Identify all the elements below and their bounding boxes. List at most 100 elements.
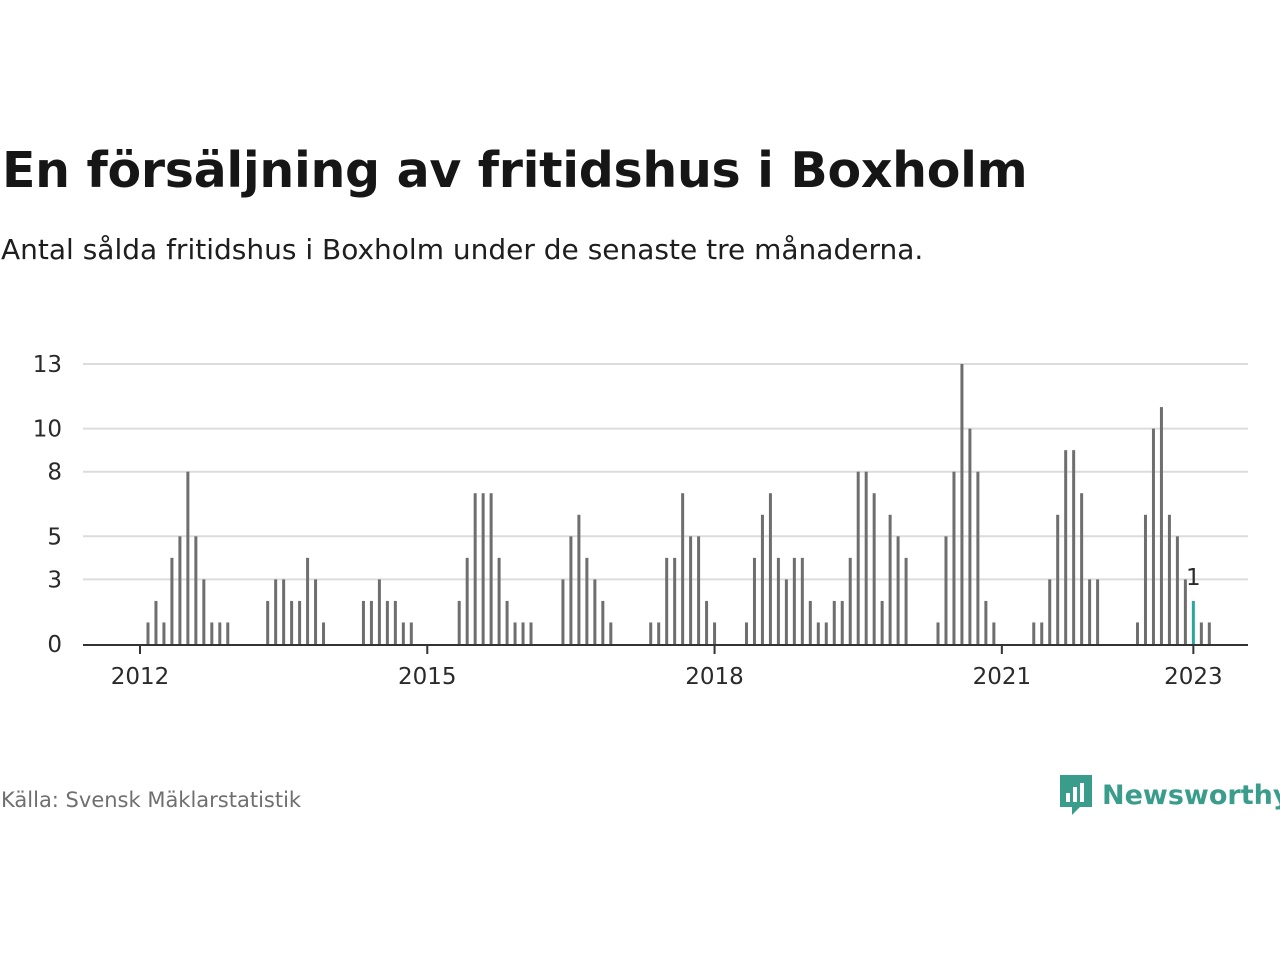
bar-chart: 0 3 5 8 10 13 1 2012 2015 2018 2021 2023: [33, 352, 1248, 690]
bar: [904, 557, 908, 644]
bar: [505, 600, 509, 644]
bar: [1096, 579, 1100, 644]
bar: [800, 557, 804, 644]
bar: [952, 471, 956, 644]
bar: [992, 622, 996, 644]
bar: [202, 579, 206, 644]
y-tick-label: 5: [47, 524, 62, 550]
bar: [146, 622, 150, 644]
bar: [1183, 579, 1187, 644]
gridlines: [83, 363, 1248, 581]
bar: [824, 622, 828, 644]
y-tick-label: 3: [47, 567, 62, 593]
y-tick-label: 10: [33, 417, 62, 443]
bar: [1175, 536, 1179, 644]
bar-chart-speech-bubble-icon: [1060, 775, 1092, 815]
bar: [1040, 622, 1044, 644]
bar: [569, 536, 573, 644]
bar: [282, 579, 286, 644]
bar: [856, 471, 860, 644]
bar: [593, 579, 597, 644]
bar: [872, 493, 876, 644]
bar: [170, 557, 174, 644]
bar: [792, 557, 796, 644]
bar: [162, 622, 166, 644]
chart-subtitle: Antal sålda fritidshus i Boxholm under d…: [1, 233, 924, 266]
bars: [146, 364, 1211, 644]
bar: [760, 514, 764, 644]
bar: [960, 364, 964, 644]
bar: [1199, 622, 1203, 644]
bar: [768, 493, 772, 644]
bar: [274, 579, 278, 644]
bar: [832, 600, 836, 644]
x-tick-label: 2018: [685, 664, 744, 690]
highlight-value-label: 1: [1186, 565, 1201, 591]
bar: [681, 493, 685, 644]
newsworthy-logo: Newsworthy: [1058, 773, 1280, 817]
bar: [393, 600, 397, 644]
bar: [481, 493, 485, 644]
bar: [513, 622, 517, 644]
bar: [266, 600, 270, 644]
bar: [521, 622, 525, 644]
bar: [585, 557, 589, 644]
bar: [1048, 579, 1052, 644]
bar: [489, 493, 493, 644]
bar: [577, 514, 581, 644]
bar: [601, 600, 605, 644]
brand-name: Newsworthy: [1102, 779, 1280, 811]
bar: [689, 536, 693, 644]
bar: [409, 622, 413, 644]
bar: [186, 471, 190, 644]
bar: [776, 557, 780, 644]
y-tick-label: 13: [33, 352, 62, 378]
bar: [377, 579, 381, 644]
bar: [665, 557, 669, 644]
bar-highlight: [1191, 600, 1195, 644]
bar: [936, 622, 940, 644]
bar: [561, 579, 565, 644]
bar: [465, 557, 469, 644]
bar: [705, 600, 709, 644]
bar: [457, 600, 461, 644]
x-tick-label: 2015: [398, 664, 457, 690]
bar: [657, 622, 661, 644]
bar: [226, 622, 230, 644]
bar: [1080, 493, 1084, 644]
bar: [976, 471, 980, 644]
x-tick-label: 2012: [111, 664, 170, 690]
bar: [984, 600, 988, 644]
bar: [864, 471, 868, 644]
bar: [1088, 579, 1092, 644]
bar: [1136, 622, 1139, 644]
bar: [697, 536, 701, 644]
bar: [848, 557, 852, 644]
bar: [178, 536, 182, 644]
bar: [1032, 622, 1036, 644]
bar: [816, 622, 820, 644]
bar: [322, 622, 326, 644]
bar: [1056, 514, 1060, 644]
x-tick-label: 2021: [973, 664, 1032, 690]
bar: [784, 579, 788, 644]
bar: [808, 600, 812, 644]
bar: [713, 622, 717, 644]
y-tick-label: 8: [47, 460, 62, 486]
bar: [210, 622, 214, 644]
x-tick-label: 2023: [1164, 664, 1223, 690]
bar: [1064, 450, 1068, 644]
bar: [298, 600, 302, 644]
bar: [968, 428, 972, 644]
bar: [649, 622, 653, 644]
chart-title: En försäljning av fritidshus i Boxholm: [2, 142, 1028, 199]
axes: 0 3 5 8 10 13 1 2012 2015 2018 2021 2023: [33, 352, 1248, 690]
bar: [880, 600, 884, 644]
y-tick-label: 0: [47, 632, 62, 658]
bar: [473, 493, 477, 644]
bar: [944, 536, 948, 644]
bar: [154, 600, 158, 644]
bar: [361, 600, 365, 644]
source-note: Källa: Svensk Mäklarstatistik: [1, 788, 302, 812]
bar: [529, 622, 533, 644]
